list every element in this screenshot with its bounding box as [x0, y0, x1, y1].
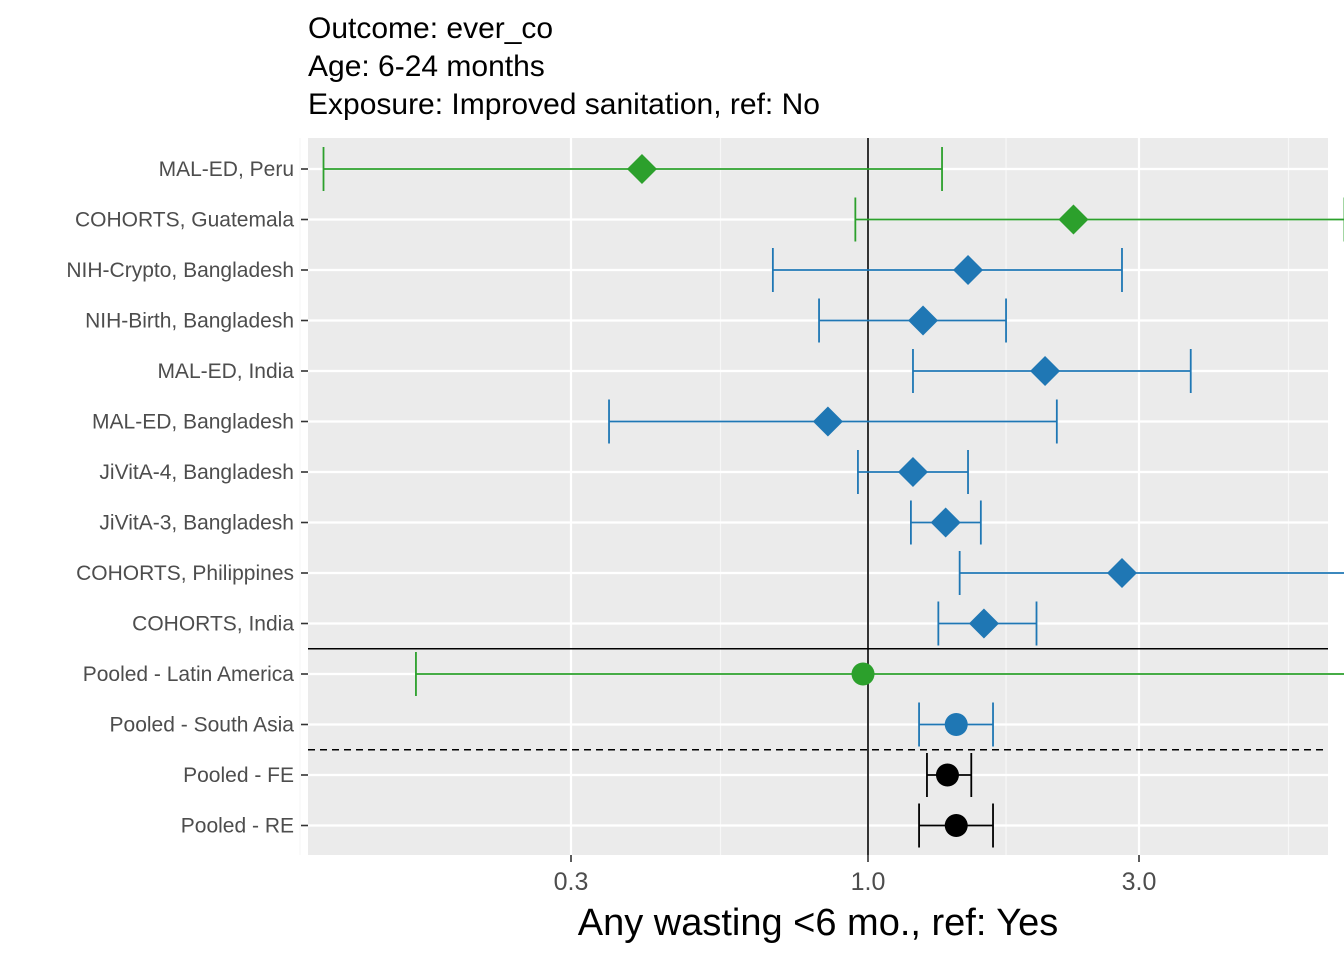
estimate-diamond [812, 406, 843, 437]
estimate-circle [851, 662, 875, 686]
estimate-diamond [1106, 558, 1137, 588]
row-label: Pooled - RE [181, 815, 294, 838]
title-age: Age: 6-24 months [308, 50, 545, 83]
row-label: Pooled - South Asia [110, 714, 295, 737]
estimate-diamond [1030, 356, 1061, 386]
x-tick-label: 3.0 [1122, 868, 1157, 896]
row-label: MAL-ED, Peru [159, 158, 294, 181]
plot-panel [308, 138, 1328, 855]
row-label: JiVitA-3, Bangladesh [99, 512, 294, 535]
row-label: NIH-Birth, Bangladesh [85, 310, 294, 333]
gridlines [299, 138, 1328, 855]
reference-lines [308, 138, 1328, 855]
row-label: COHORTS, Philippines [76, 562, 294, 585]
row-label: MAL-ED, Bangladesh [92, 411, 294, 434]
title-exposure: Exposure: Improved sanitation, ref: No [308, 88, 820, 121]
row-label: COHORTS, Guatemala [75, 209, 294, 232]
x-axis-ticks: 0.3 1.0 3.0 [554, 855, 1157, 896]
x-axis-label: Any wasting <6 mo., ref: Yes [578, 902, 1059, 944]
data-marks [322, 147, 1344, 848]
estimate-diamond [930, 507, 961, 538]
x-tick-label: 0.3 [554, 868, 589, 896]
estimate-diamond [897, 457, 928, 487]
estimate-diamond [626, 154, 657, 184]
estimate-circle [935, 763, 959, 787]
estimate-diamond [953, 255, 984, 285]
row-label: JiVitA-4, Bangladesh [99, 461, 294, 484]
estimate-diamond [968, 608, 999, 639]
estimate-diamond [908, 305, 939, 336]
row-label: Pooled - Latin America [83, 663, 295, 686]
estimate-circle [944, 814, 968, 837]
title-outcome: Outcome: ever_co [308, 12, 554, 45]
chart-title: Outcome: ever_co Age: 6-24 months Exposu… [308, 10, 820, 124]
row-label: MAL-ED, India [157, 360, 294, 383]
x-tick-label: 1.0 [851, 868, 886, 896]
estimate-circle [944, 713, 968, 736]
row-label: COHORTS, India [132, 613, 294, 636]
row-labels: MAL-ED, Peru COHORTS, Guatemala NIH-Crypto… [66, 158, 308, 838]
row-label: NIH-Crypto, Bangladesh [66, 259, 294, 282]
row-label: Pooled - FE [183, 764, 294, 787]
estimate-diamond [1058, 204, 1089, 235]
